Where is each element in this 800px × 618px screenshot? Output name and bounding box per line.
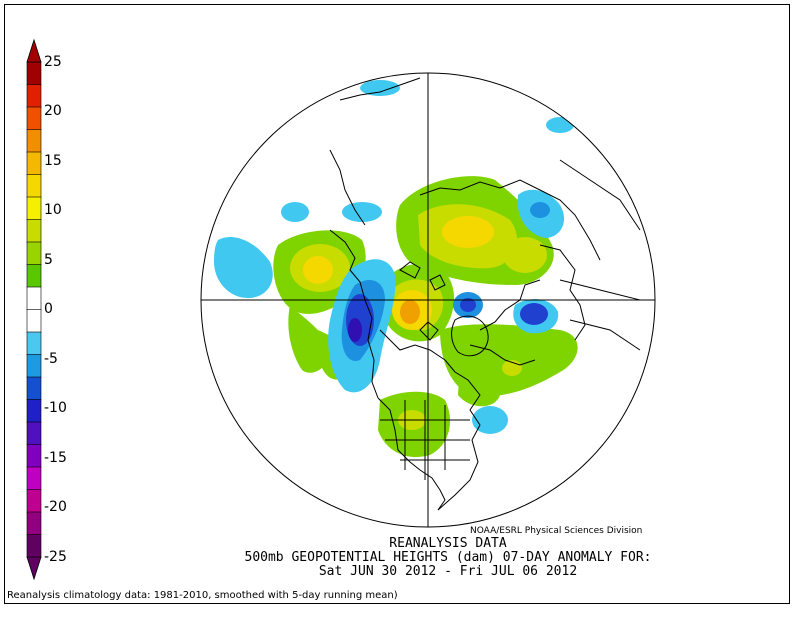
footnote: Reanalysis climatology data: 1981-2010, … xyxy=(7,590,398,601)
anomaly-region xyxy=(400,300,420,324)
coastline xyxy=(469,344,536,366)
outside-anomalies xyxy=(214,236,273,298)
coastline xyxy=(329,149,366,226)
anomaly-region xyxy=(442,216,494,248)
anomaly-region xyxy=(360,80,400,96)
colorbar-swatch xyxy=(26,196,42,221)
coastline xyxy=(399,261,421,279)
title-line-2: 500mb GEOPOTENTIAL HEIGHTS (dam) 07-DAY … xyxy=(244,550,652,565)
colorbar-label: -10 xyxy=(44,400,67,416)
colorbar-swatch xyxy=(26,151,42,176)
figure-frame xyxy=(4,4,790,604)
coastline xyxy=(437,359,481,511)
coastline xyxy=(559,279,641,301)
colorbar-swatch xyxy=(26,174,42,198)
anomaly-region xyxy=(530,202,550,218)
anomaly-region xyxy=(458,360,500,407)
colorbar-swatch xyxy=(26,444,42,468)
colorbar-label: 25 xyxy=(44,54,62,70)
coastline xyxy=(379,329,446,361)
anomaly-region xyxy=(348,318,362,342)
colorbar-swatch xyxy=(26,489,42,513)
colorbar-swatch xyxy=(26,241,42,266)
coastline xyxy=(419,321,439,341)
colorbar-swatch xyxy=(26,309,42,333)
colorbar-swatch xyxy=(26,399,42,423)
colorbar-swatch xyxy=(26,129,42,153)
colorbar-swatch xyxy=(26,376,42,401)
coastline xyxy=(429,274,446,291)
title-line-3: Sat JUN 30 2012 - Fri JUL 06 2012 xyxy=(318,564,578,579)
anomaly-region xyxy=(342,202,382,222)
colorbar-label: 5 xyxy=(44,252,53,268)
coastline xyxy=(451,315,489,357)
colorbar-label: -15 xyxy=(44,450,67,466)
anomaly-region xyxy=(472,406,508,434)
anomaly-region xyxy=(460,298,476,312)
colorbar xyxy=(26,38,42,581)
coastline xyxy=(479,279,541,331)
colorbar-bottom-arrow xyxy=(26,556,42,581)
colorbar-swatch xyxy=(26,331,42,356)
colorbar-label: 15 xyxy=(44,153,62,169)
colorbar-swatch xyxy=(26,61,42,86)
anomaly-region xyxy=(288,305,329,373)
credit-text: NOAA/ESRL Physical Sciences Division xyxy=(470,526,643,536)
colorbar-swatch xyxy=(26,219,42,243)
colorbar-swatch xyxy=(26,421,42,446)
anomaly-region xyxy=(214,236,273,298)
colorbar-swatch xyxy=(26,84,42,108)
colorbar-label: 20 xyxy=(44,103,62,119)
coastline xyxy=(339,77,421,101)
colorbar-swatch xyxy=(26,534,42,558)
colorbar-top-arrow xyxy=(26,38,42,63)
colorbar-label: 0 xyxy=(44,301,53,317)
coastline xyxy=(419,179,601,261)
colorbar-label: -20 xyxy=(44,499,67,515)
colorbar-swatch xyxy=(26,354,42,378)
colorbar-label: 10 xyxy=(44,202,62,218)
colorbar-swatch xyxy=(26,106,42,131)
colorbar-swatch xyxy=(26,511,42,536)
anomaly-region xyxy=(546,117,574,133)
colorbar-swatch xyxy=(26,466,42,491)
coastlines xyxy=(329,77,641,511)
anomaly-region xyxy=(281,202,309,222)
anomaly-region xyxy=(303,256,333,284)
colorbar-label: -5 xyxy=(44,351,58,367)
coastline xyxy=(559,159,641,231)
colorbar-swatch xyxy=(26,264,42,288)
coastline xyxy=(539,244,586,341)
coastline xyxy=(569,319,641,351)
colorbar-label: -25 xyxy=(44,549,67,565)
anomaly-region xyxy=(520,303,548,325)
title-line-1: REANALYSIS DATA xyxy=(389,536,507,551)
colorbar-swatch xyxy=(26,286,42,311)
anomaly-region xyxy=(503,237,547,273)
